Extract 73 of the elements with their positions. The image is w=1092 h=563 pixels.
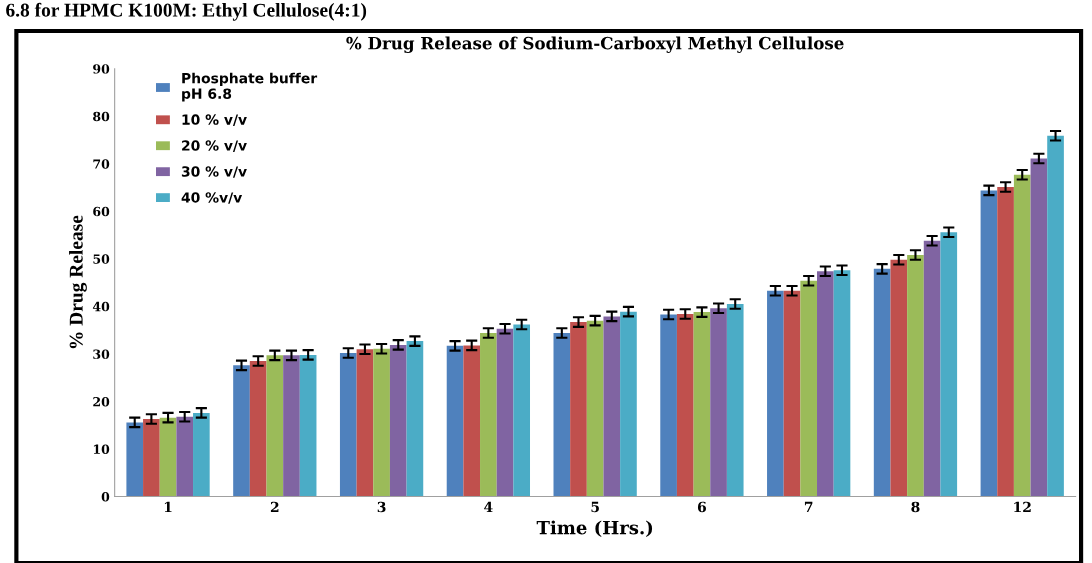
bar <box>233 365 250 497</box>
bar <box>513 324 531 497</box>
x-tick-label: 3 <box>377 501 386 513</box>
bar <box>873 268 891 497</box>
bar <box>480 333 497 497</box>
legend-label: 40 %v/v <box>181 192 243 204</box>
bar <box>817 271 834 497</box>
bar <box>586 320 604 497</box>
bar <box>176 416 194 497</box>
bar <box>997 187 1014 497</box>
legend-label: 30 % v/v <box>181 166 247 178</box>
bar <box>373 348 390 497</box>
bar <box>249 361 267 497</box>
y-tick-label: 50 <box>93 254 110 264</box>
bar <box>890 259 908 497</box>
bar <box>356 349 374 497</box>
legend-label: Phosphate buffer pH 6.8 <box>182 72 318 102</box>
bar <box>126 422 144 497</box>
bar <box>1047 135 1064 497</box>
bar <box>339 352 357 497</box>
y-tick-label: 0 <box>101 492 110 502</box>
bar <box>143 419 160 497</box>
bar <box>620 311 637 497</box>
bar <box>800 280 818 497</box>
bar <box>553 333 571 497</box>
bar <box>726 304 744 497</box>
bar <box>980 190 998 497</box>
bar <box>907 255 924 497</box>
bar <box>446 345 464 497</box>
y-axis-title: % Drug Release <box>69 215 87 349</box>
bar <box>940 232 958 497</box>
text: 6.8 for HPMC K100M: Ethyl Cellulose(4:1) <box>6 2 367 21</box>
bar <box>159 417 177 497</box>
bar <box>660 314 677 497</box>
legend-label: 20 % v/v <box>182 140 247 152</box>
bar <box>463 345 481 497</box>
bar <box>710 308 727 497</box>
bar <box>767 290 784 497</box>
bar <box>266 355 284 497</box>
bar <box>283 355 300 497</box>
y-tick-label: 60 <box>93 206 110 217</box>
y-tick-label: 80 <box>93 111 110 122</box>
x-axis-title: Time (Hrs.) <box>536 520 653 537</box>
x-tick-label: 5 <box>591 501 599 513</box>
x-tick-label: 2 <box>270 501 279 512</box>
bar <box>389 344 407 497</box>
bar <box>603 316 621 497</box>
x-tick-label: 8 <box>911 501 920 513</box>
y-tick-label: 40 <box>92 301 110 312</box>
bar <box>496 328 514 497</box>
y-tick-label: 30 <box>93 349 110 359</box>
bar <box>570 322 587 497</box>
chart-title: % Drug Release of Sodium-Carboxyl Methyl Cellulose <box>346 36 844 53</box>
x-tick-label: 4 <box>484 501 493 512</box>
bar <box>193 412 210 497</box>
x-tick-label: 12 <box>1014 501 1031 512</box>
bar <box>693 312 711 497</box>
bar <box>406 341 424 497</box>
y-tick-label: 70 <box>93 159 110 169</box>
y-tick-label: 10 <box>93 444 110 454</box>
bar <box>1013 174 1031 497</box>
bar <box>1030 158 1048 497</box>
bar <box>299 354 317 497</box>
x-tick-label: 6 <box>697 501 706 513</box>
x-tick-label: 1 <box>164 501 172 512</box>
y-tick-label: 90 <box>93 64 110 74</box>
x-tick-label: 7 <box>804 501 813 512</box>
legend-label: 10 % v/v <box>182 114 247 126</box>
bar <box>833 270 851 497</box>
bar <box>923 240 941 497</box>
y-tick-label: 20 <box>93 396 110 407</box>
bar <box>676 314 694 497</box>
bar <box>783 290 801 497</box>
